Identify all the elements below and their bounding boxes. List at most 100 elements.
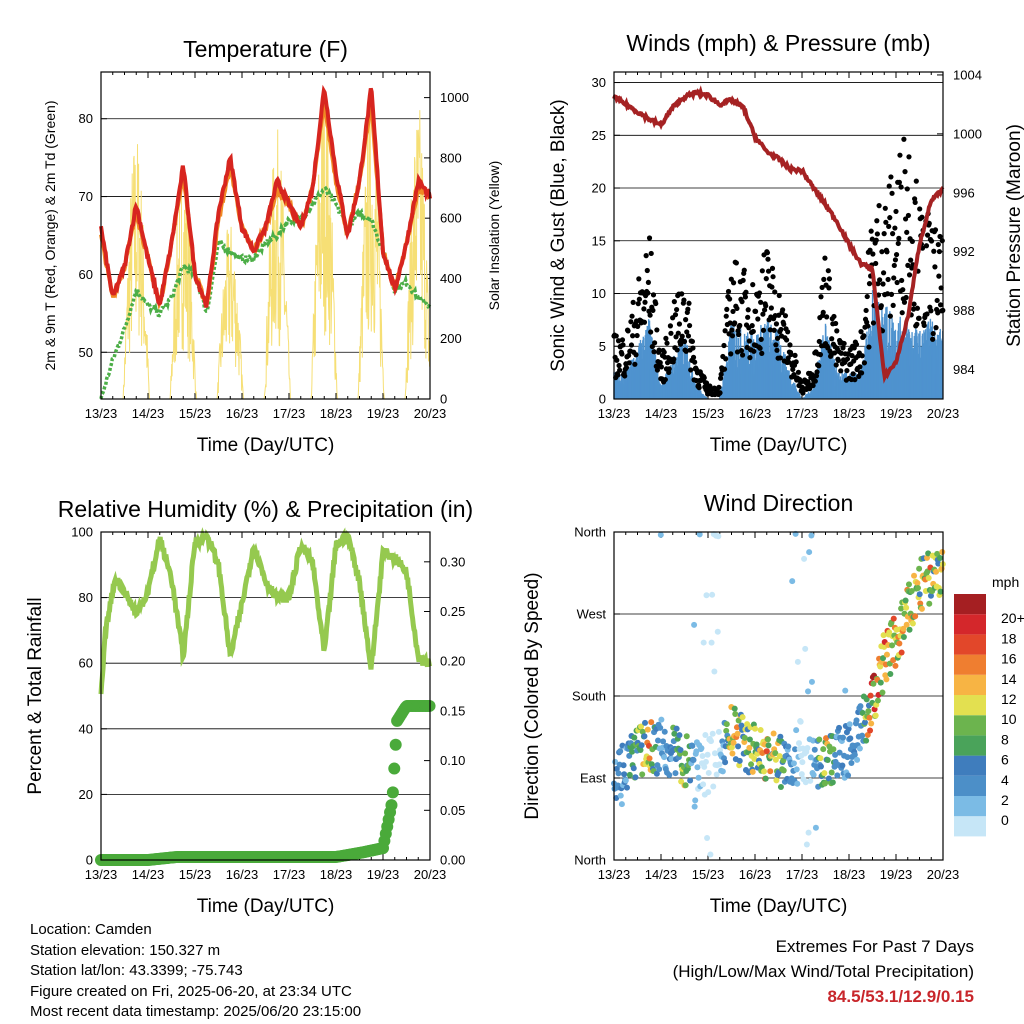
gust-point <box>829 336 835 342</box>
direction-point <box>723 727 730 734</box>
direction-point <box>626 771 633 778</box>
direction-point <box>824 756 831 763</box>
gust-point <box>787 342 793 348</box>
gust-point <box>934 297 940 304</box>
direction-point <box>654 737 661 744</box>
gust-point <box>858 329 864 335</box>
colorbar-label: 8 <box>1001 731 1009 747</box>
direction-point <box>804 745 811 752</box>
direction-point <box>691 621 698 628</box>
direction-point <box>832 751 839 758</box>
direction-point <box>780 767 787 774</box>
colorbar-title: mph <box>992 574 1019 590</box>
gust-point <box>898 184 904 190</box>
gust-point <box>888 174 894 180</box>
gust-point <box>901 299 908 305</box>
x-tick-label: 17/23 <box>786 406 819 421</box>
chart-title: Winds (mph) & Pressure (mb) <box>626 30 930 56</box>
gust-point <box>902 169 908 175</box>
gust-point <box>906 272 913 278</box>
x-tick-label: 15/23 <box>692 406 725 421</box>
gust-point <box>782 313 789 319</box>
x-axis-label: Time (Day/UTC) <box>197 896 335 917</box>
gust-point <box>911 301 917 307</box>
direction-point <box>887 671 894 678</box>
direction-point <box>700 781 707 788</box>
direction-point <box>808 678 815 685</box>
wind-direction-panel: 13/23 14/23 15/23 16/23 17/23 18/23 19/23 20/23… <box>522 490 1024 917</box>
direction-point <box>638 723 645 730</box>
gust-point <box>690 345 696 351</box>
x-tick-label: 19/23 <box>367 406 400 421</box>
gust-point <box>628 342 635 348</box>
gust-point <box>667 323 674 329</box>
direction-point <box>657 724 664 731</box>
gust-point <box>773 342 779 348</box>
gust-point <box>679 333 685 339</box>
direction-point <box>729 750 736 757</box>
gust-point <box>867 247 873 253</box>
direction-point <box>770 730 777 737</box>
direction-point <box>661 754 668 761</box>
gust-point <box>916 315 922 321</box>
y-right-tick-label: 200 <box>440 331 462 346</box>
gust-point <box>882 205 888 211</box>
y-right-tick-label: 0.15 <box>440 703 465 718</box>
direction-point <box>900 634 907 641</box>
y-tick-label: 70 <box>79 189 93 204</box>
gust-point <box>772 289 778 295</box>
gust-point <box>901 136 907 142</box>
recent-timestamp-text: Most recent data timestamp: 2025/06/20 2… <box>30 1003 362 1020</box>
gust-point <box>750 328 756 335</box>
gust-point <box>717 390 723 396</box>
colorbar-label: 4 <box>1001 772 1009 788</box>
y-tick-label: 5 <box>599 339 606 354</box>
gust-point <box>908 257 914 263</box>
gust-point <box>736 331 742 338</box>
x-tick-label: 15/23 <box>179 406 212 421</box>
direction-point <box>719 768 726 775</box>
y-right-tick-label: 0.25 <box>440 604 465 619</box>
gust-point <box>737 322 743 329</box>
gust-point <box>880 270 887 276</box>
direction-point <box>889 642 896 649</box>
x-tick-label: 16/23 <box>739 406 772 421</box>
direction-point <box>828 769 835 776</box>
gust-point <box>675 330 681 336</box>
direction-point <box>646 755 653 762</box>
gust-point <box>900 287 906 293</box>
gust-point <box>645 290 651 296</box>
gust-point <box>760 311 766 317</box>
gust-point <box>887 215 893 221</box>
gust-point <box>721 366 728 372</box>
extremes-box: Extremes For Past 7 Days (High/Low/Max W… <box>673 934 974 1009</box>
gust-point <box>707 383 713 389</box>
direction-point <box>705 789 712 796</box>
x-axis-label: Time (Day/UTC) <box>197 435 335 456</box>
direction-point <box>883 676 890 683</box>
direction-point <box>916 591 923 598</box>
direction-point <box>632 774 639 781</box>
direction-point <box>908 587 915 594</box>
gust-point <box>684 329 690 335</box>
direction-point <box>847 735 854 742</box>
direction-point <box>933 568 940 575</box>
gust-point <box>634 332 640 339</box>
direction-point <box>812 824 819 831</box>
colorbar-label: 12 <box>1001 691 1017 707</box>
direction-point <box>736 757 743 764</box>
gust-point <box>732 320 738 326</box>
gust-point <box>727 320 733 326</box>
gust-point <box>632 361 638 367</box>
chart-title: Relative Humidity (%) & Precipitation (i… <box>58 496 473 522</box>
gust-point <box>769 265 776 271</box>
direction-point <box>799 759 806 766</box>
gust-point <box>906 154 912 160</box>
gust-point <box>777 355 783 361</box>
direction-point <box>689 742 696 749</box>
gust-point <box>892 257 899 263</box>
direction-point <box>939 548 946 555</box>
y-tick-label: South <box>572 689 606 704</box>
direction-point <box>811 746 818 753</box>
direction-point <box>692 797 699 804</box>
